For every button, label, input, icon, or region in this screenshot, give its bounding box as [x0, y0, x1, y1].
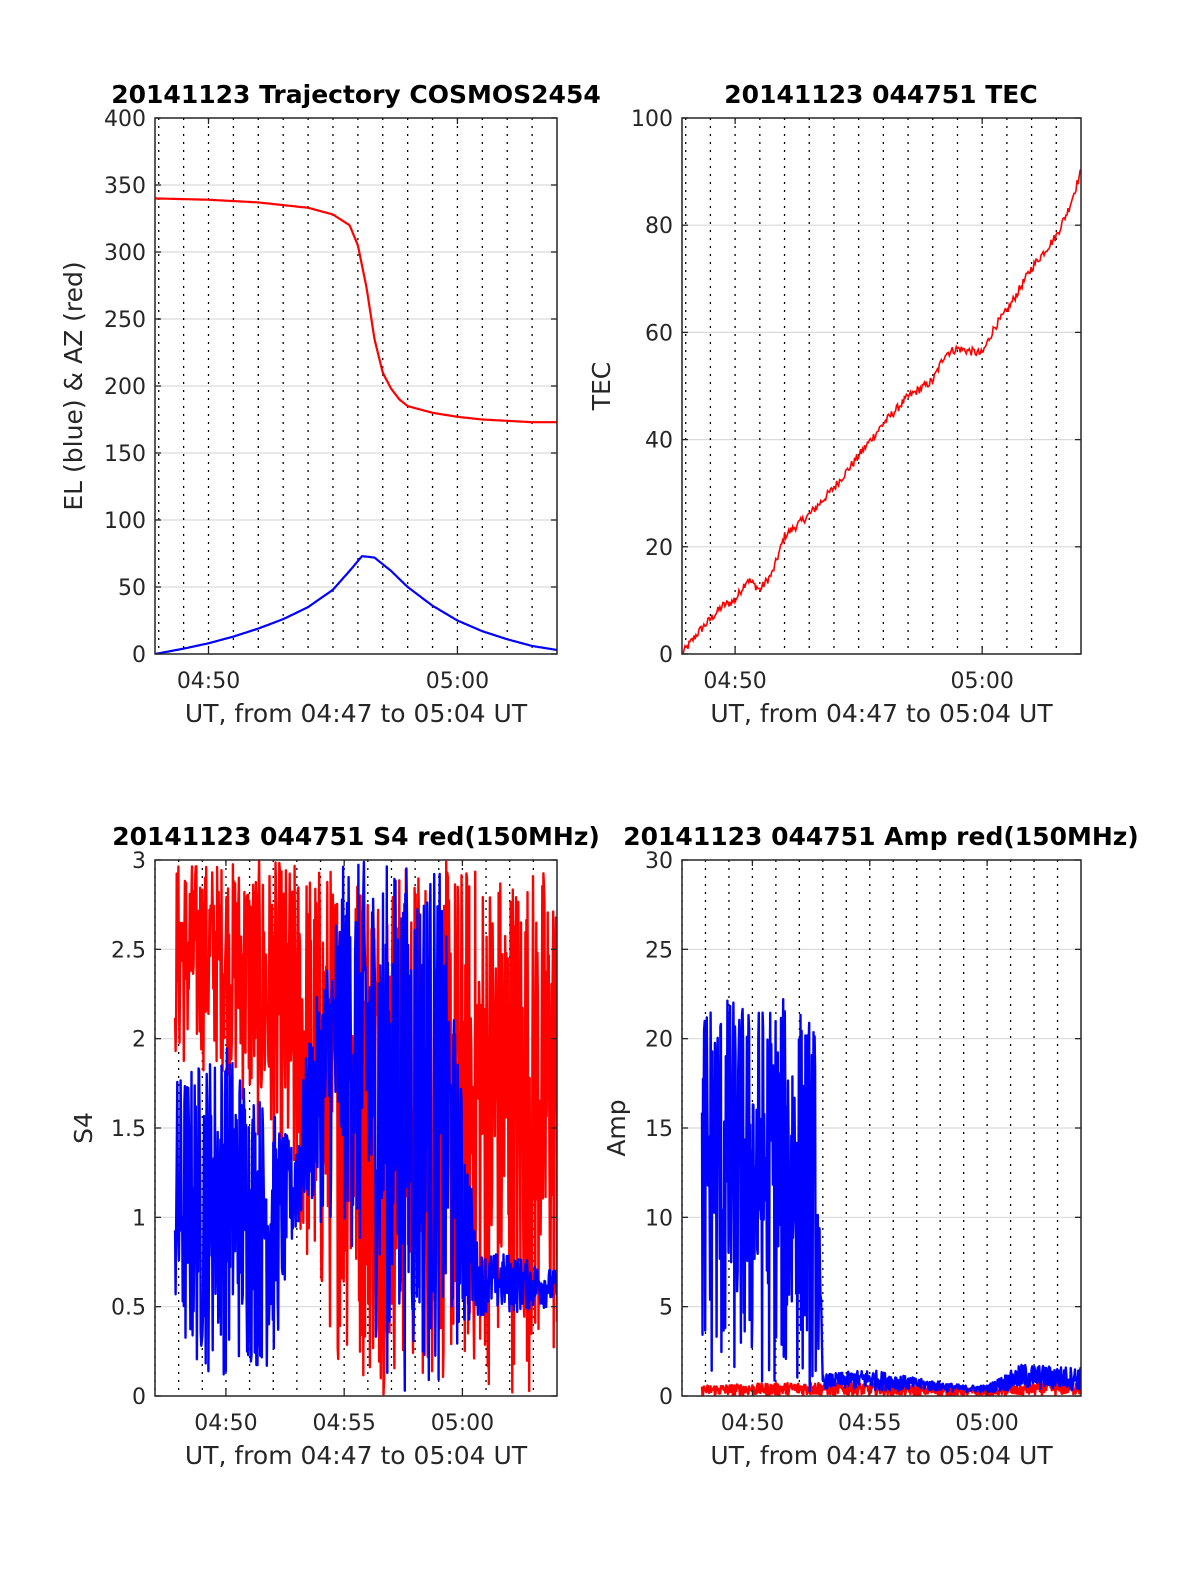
y-tick-label: 2: [132, 1028, 146, 1053]
chart-panel-2: 0 20 40 60 80 100 04:50 05:00 20141123 044751 TE…: [587, 80, 1082, 728]
y-tick-label: 300: [104, 241, 146, 266]
x-tick-label: 05:00: [431, 1411, 494, 1436]
y-axis-label: EL (blue) & AZ (red): [59, 261, 88, 510]
plot-area: [681, 117, 1082, 655]
chart-panel-4: 0 5 10 15 20 25 30 04:50 04:55 05:00 20141123 0447…: [602, 822, 1139, 1470]
y-tick-label: 250: [104, 308, 146, 333]
chart-title: 20141123 Trajectory COSMOS2454: [111, 80, 601, 109]
y-tick-label: 3: [132, 849, 146, 874]
chart-title: 20141123 044751 Amp red(150MHz): [623, 822, 1139, 851]
series-group: [173, 860, 557, 1396]
y-tick-label: 60: [645, 321, 673, 346]
y-axis-label: S4: [69, 1112, 98, 1144]
series-line-2: [155, 555, 557, 654]
x-tick-label: 04:55: [312, 1411, 375, 1436]
y-tick-label: 1.5: [111, 1117, 146, 1142]
y-tick-label: 200: [104, 375, 146, 400]
y-tick-label: 10: [645, 1206, 673, 1231]
series-group: [700, 998, 1081, 1396]
series-trace-2: [700, 998, 1081, 1394]
y-tick-label: 0: [659, 1385, 673, 1410]
series-trace-2: [173, 860, 557, 1392]
x-tick-label: 04:55: [838, 1411, 901, 1436]
x-tick-label: 04:50: [177, 669, 240, 694]
y-tick-label: 50: [118, 576, 146, 601]
series-line-1: [682, 168, 1081, 654]
y-tick-label: 0: [132, 1385, 146, 1410]
y-tick-label: 30: [645, 849, 673, 874]
axes-frame: [681, 117, 1082, 655]
x-tick-label: 04:50: [194, 1411, 257, 1436]
x-tick-label: 05:00: [950, 669, 1013, 694]
y-tick-label: 0: [659, 643, 673, 668]
y-tick-label: 150: [104, 442, 146, 467]
x-axis-label: UT, from 04:47 to 05:04 UT: [710, 1441, 1053, 1470]
chart-title: 20141123 044751 TEC: [724, 80, 1037, 109]
x-tick-label: 04:50: [721, 1411, 784, 1436]
y-tick-label: 2.5: [111, 938, 146, 963]
x-tick-label: 05:00: [955, 1411, 1018, 1436]
y-tick-label: 5: [659, 1296, 673, 1321]
x-tick-label: 04:50: [703, 669, 766, 694]
chart-panel-1: 0 50 100 150 200 250 300 350 400 04:50 05:00 201411…: [59, 80, 601, 728]
y-tick-label: 15: [645, 1117, 673, 1142]
chart-panel-3: 0 0.5 1 1.5 2 2.5 3 04:50 04:55 05:00 20141123 044…: [69, 822, 600, 1470]
y-tick-label: 0.5: [111, 1296, 146, 1321]
x-axis-label: UT, from 04:47 to 05:04 UT: [185, 699, 528, 728]
y-tick-label: 20: [645, 1028, 673, 1053]
series-trace-1: [173, 860, 557, 1396]
chart-title: 20141123 044751 S4 red(150MHz): [112, 822, 600, 851]
y-tick-label: 350: [104, 174, 146, 199]
y-tick-label: 40: [645, 429, 673, 454]
y-tick-label: 100: [631, 107, 673, 132]
y-tick-label: 25: [645, 938, 673, 963]
series-group: [682, 168, 1081, 654]
y-axis-label: TEC: [587, 362, 616, 412]
series-line-1: [155, 197, 557, 424]
series-trace-1: [700, 1377, 1081, 1396]
y-tick-label: 100: [104, 509, 146, 534]
x-axis-label: UT, from 04:47 to 05:04 UT: [710, 699, 1053, 728]
y-tick-label: 400: [104, 107, 146, 132]
y-tick-label: 1: [132, 1206, 146, 1231]
y-tick-label: 20: [645, 536, 673, 561]
x-tick-label: 05:00: [426, 669, 489, 694]
x-axis-label: UT, from 04:47 to 05:04 UT: [185, 1441, 528, 1470]
y-axis-label: Amp: [602, 1099, 631, 1156]
y-tick-label: 0: [132, 643, 146, 668]
y-tick-label: 80: [645, 214, 673, 239]
series-group: [155, 197, 557, 654]
